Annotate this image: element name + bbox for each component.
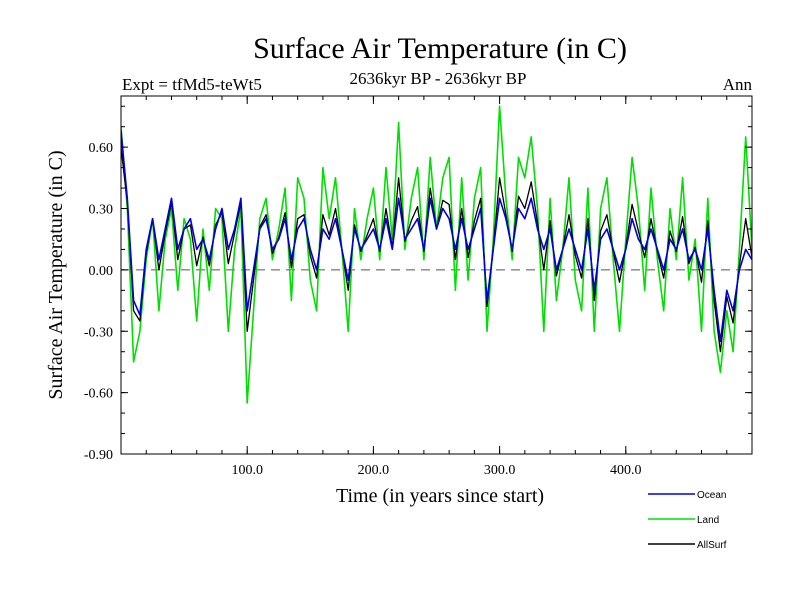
y-tick-label: -0.90 <box>84 448 113 463</box>
x-axis-label: Time (in years since start) <box>336 485 544 507</box>
x-tick-label: 300.0 <box>484 463 516 478</box>
y-tick-label: -0.60 <box>84 387 113 402</box>
plot-frame <box>120 95 753 455</box>
chart-title: Surface Air Temperature (in C) <box>253 32 627 65</box>
legend-label-land: Land <box>697 515 719 526</box>
y-axis-label: Surface Air Temperature (in C) <box>45 150 67 399</box>
x-tick-label: 100.0 <box>231 463 263 478</box>
series-line-ocean <box>121 130 752 343</box>
chart-left-label: Expt = tfMd5-teWt5 <box>122 75 262 94</box>
legend-label-ocean: Ocean <box>697 490 726 501</box>
x-tick-label: 400.0 <box>610 463 642 478</box>
legend: Ocean Land AllSurf <box>648 490 727 551</box>
chart-right-label: Ann <box>723 75 753 94</box>
y-tick-label: -0.30 <box>84 325 113 340</box>
series-line-land <box>121 105 752 404</box>
chart-subtitle: 2636kyr BP - 2636kyr BP <box>350 69 527 88</box>
x-tick-label: 200.0 <box>358 463 390 478</box>
y-tick-label: 0.60 <box>89 141 114 156</box>
y-tick-label: 0.00 <box>89 264 114 279</box>
y-tick-label: 0.30 <box>89 203 114 218</box>
legend-label-allsurf: AllSurf <box>697 540 727 551</box>
